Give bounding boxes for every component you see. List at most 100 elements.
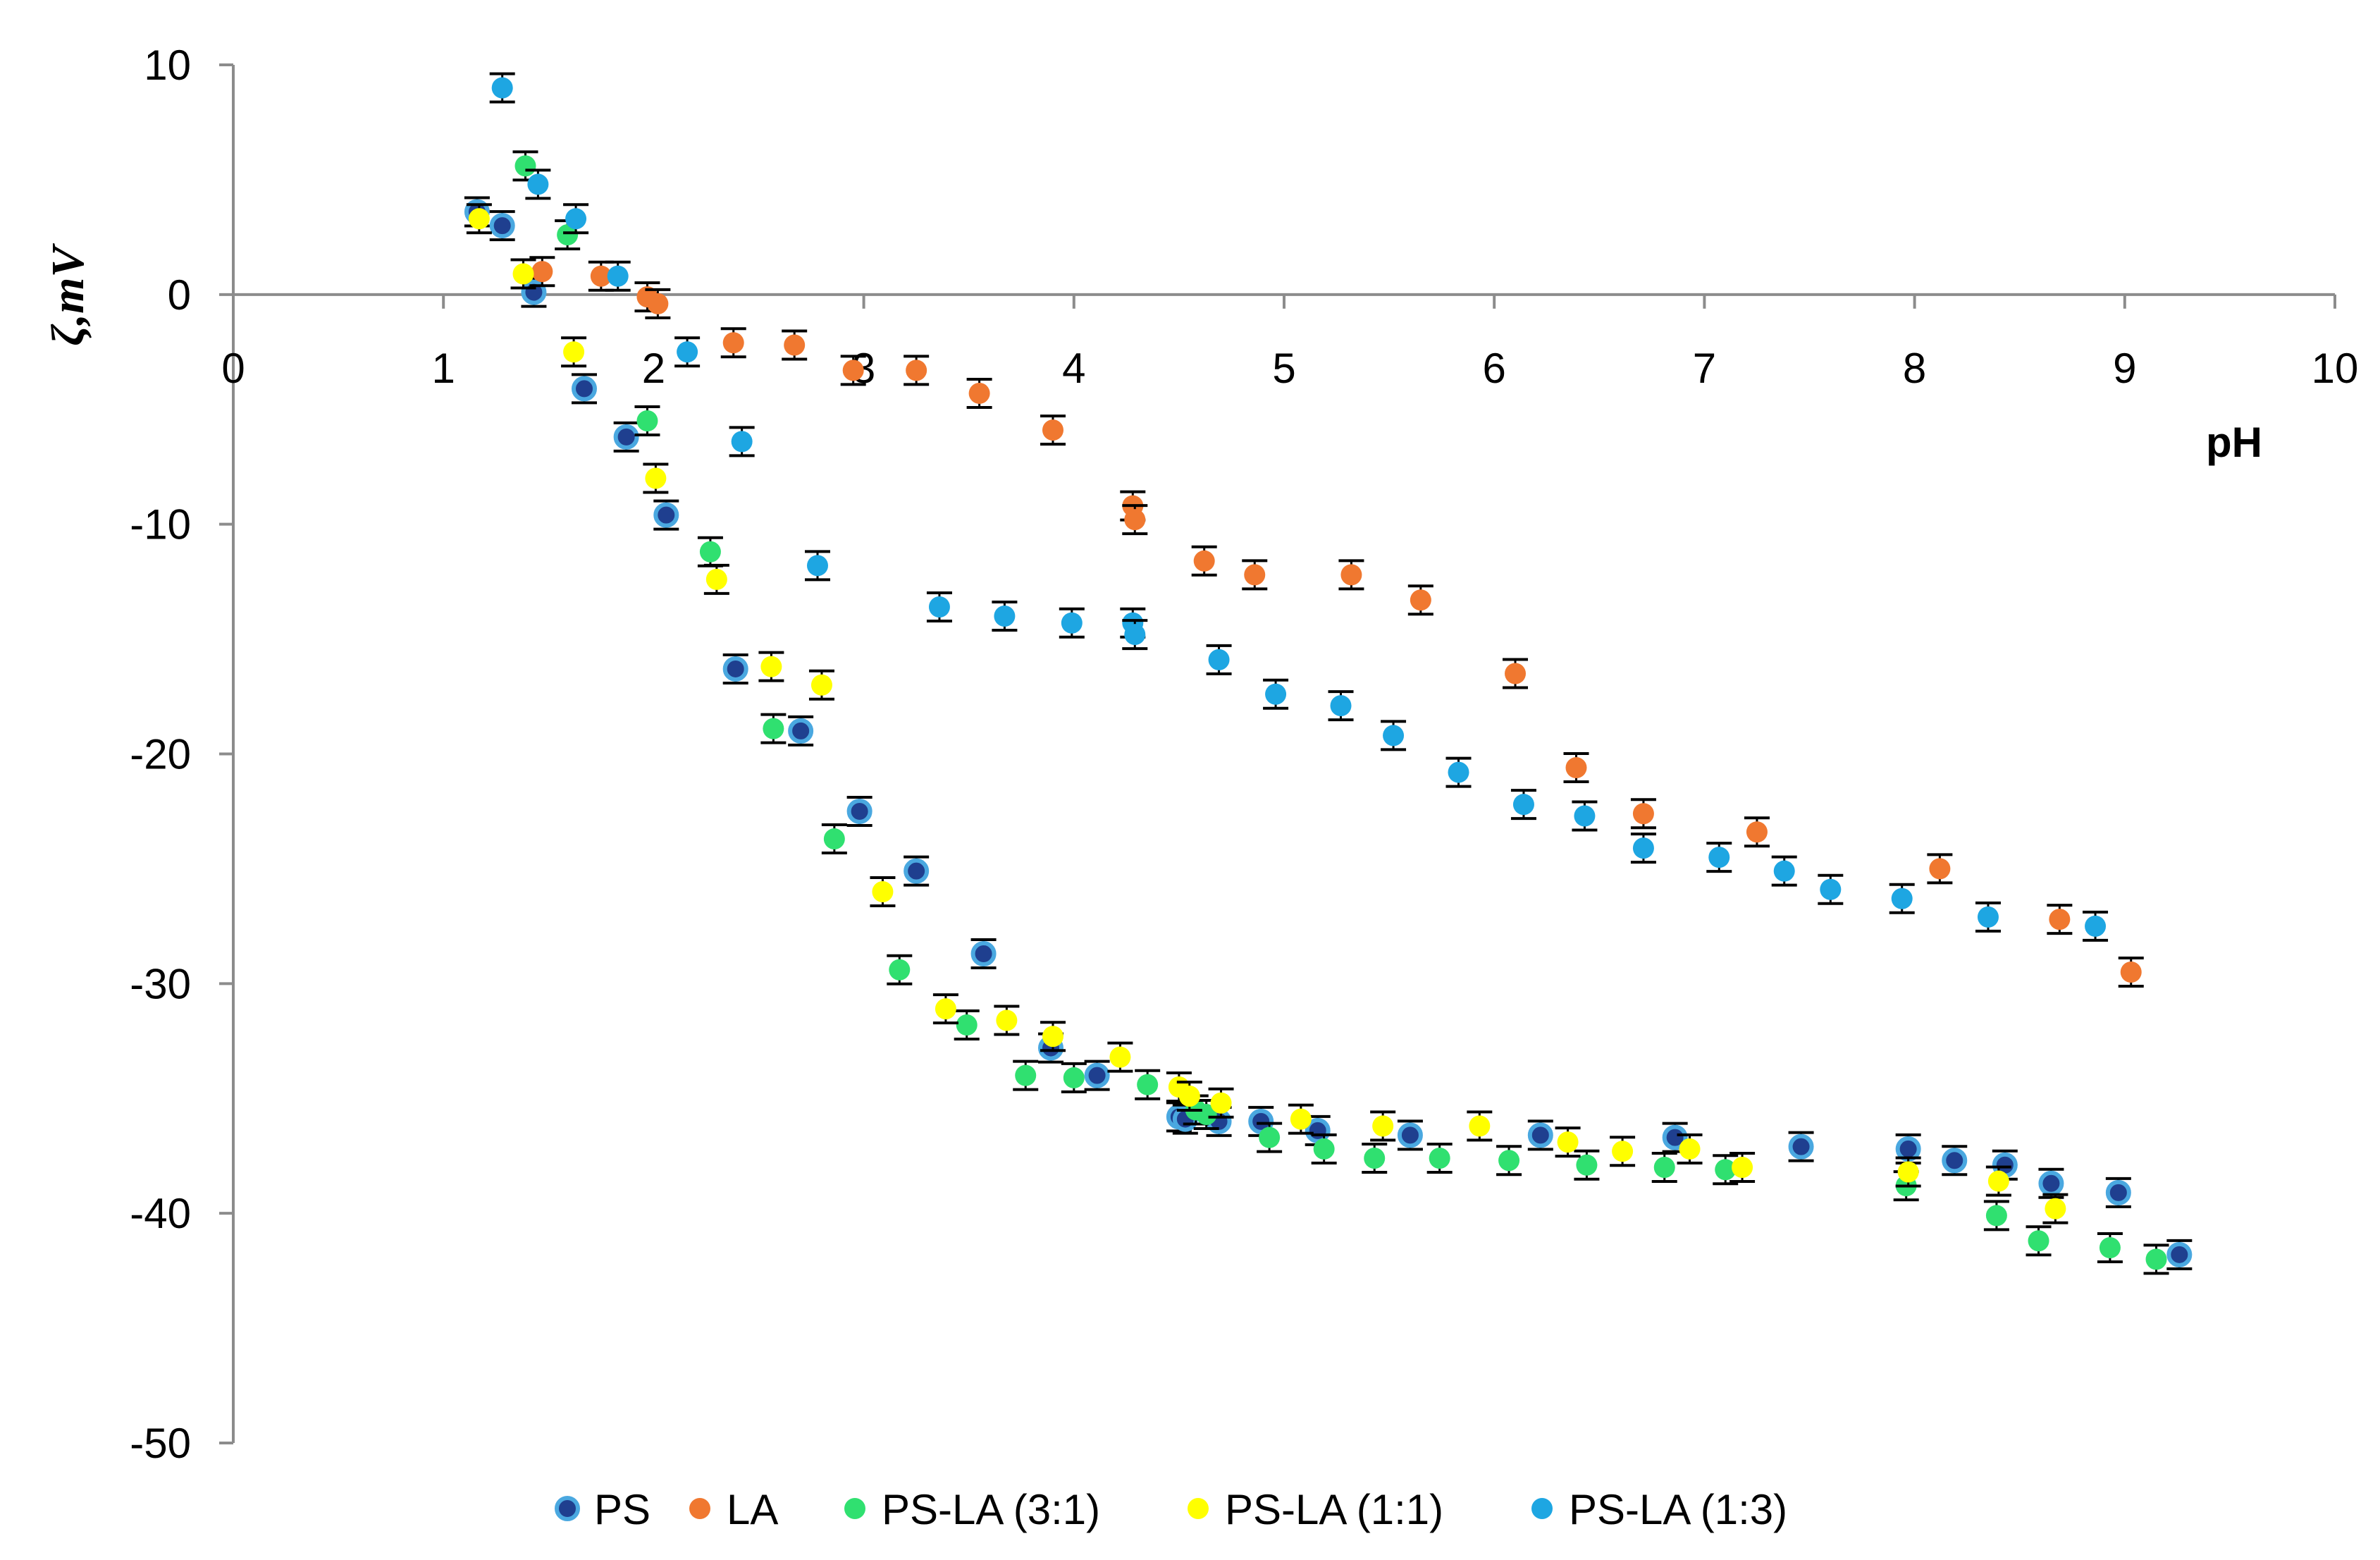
x-tick-label: 2 xyxy=(642,345,665,392)
data-point xyxy=(1715,1159,1737,1181)
data-point xyxy=(1895,1136,1921,1162)
data-point xyxy=(1383,725,1405,747)
legend-label: PS-LA (1:3) xyxy=(1569,1486,1787,1533)
x-tick-label: 8 xyxy=(1903,345,1926,392)
data-point xyxy=(784,334,806,356)
data-point xyxy=(653,502,679,528)
data-point xyxy=(607,265,629,287)
data-point xyxy=(1929,858,1951,880)
data-point xyxy=(1977,906,1999,928)
data-point xyxy=(1084,1062,1110,1088)
legend-marker xyxy=(844,1498,865,1519)
data-point xyxy=(935,998,956,1020)
data-point xyxy=(1653,1157,1675,1178)
data-point xyxy=(1820,878,1842,900)
data-point xyxy=(527,173,549,195)
data-point xyxy=(468,208,490,230)
data-point xyxy=(906,360,927,381)
data-point xyxy=(1632,803,1654,825)
data-point xyxy=(636,410,658,432)
data-point xyxy=(1364,1147,1386,1169)
data-point xyxy=(590,265,612,287)
data-point xyxy=(2028,1230,2049,1252)
data-point xyxy=(1042,419,1063,441)
legend-label: PS-LA (1:1) xyxy=(1225,1486,1443,1533)
data-point xyxy=(1498,1150,1520,1172)
data-point xyxy=(1372,1115,1394,1137)
tick-labels: 100-10-20-30-40-500 1 2 3 4 5 6 7 8 9 10 xyxy=(130,42,2358,1467)
data-point xyxy=(1897,1161,1919,1183)
data-point xyxy=(1448,761,1469,783)
data-point xyxy=(968,382,990,404)
data-point xyxy=(842,360,864,381)
data-point xyxy=(1891,888,1913,909)
data-point xyxy=(722,656,748,682)
data-point xyxy=(1063,1067,1085,1088)
data-point xyxy=(613,424,639,450)
legend-item: PS-LA (1:3) xyxy=(1531,1486,1787,1533)
data-point xyxy=(1208,649,1230,670)
data-point xyxy=(1109,1046,1131,1068)
y-tick-label: -30 xyxy=(130,960,191,1007)
data-point xyxy=(489,213,515,239)
data-point xyxy=(1124,624,1146,646)
data-point xyxy=(512,263,534,285)
y-tick-label: -20 xyxy=(130,731,191,778)
data-point xyxy=(1746,821,1768,843)
data-point xyxy=(760,656,782,677)
data-point xyxy=(823,828,845,850)
data-point xyxy=(1505,663,1527,684)
data-point xyxy=(1410,589,1431,611)
legend-marker xyxy=(1188,1498,1209,1519)
data-point xyxy=(1574,805,1596,827)
data-point xyxy=(2045,1198,2066,1220)
data-point xyxy=(699,541,721,563)
y-axis-title: ζ,mV xyxy=(42,243,94,346)
data-point xyxy=(557,224,579,246)
data-point xyxy=(2099,1237,2121,1259)
legend-item: PS-LA (1:1) xyxy=(1188,1486,1443,1533)
legend-label: LA xyxy=(727,1486,778,1533)
data-point xyxy=(1340,564,1362,586)
data-point xyxy=(1193,550,1215,572)
data-point xyxy=(1290,1108,1312,1130)
data-point xyxy=(970,940,997,966)
data-point xyxy=(705,568,727,590)
data-point xyxy=(2085,915,2107,937)
y-tick-label: 0 xyxy=(168,271,191,319)
data-point xyxy=(1708,847,1730,868)
data-point xyxy=(1576,1154,1598,1176)
x-tick-label: 0 xyxy=(221,345,245,392)
data-point xyxy=(1565,757,1587,779)
data-point xyxy=(846,798,873,824)
data-point xyxy=(1469,1115,1491,1137)
data-point xyxy=(1429,1147,1450,1169)
x-tick-label: 10 xyxy=(2312,345,2359,392)
data-point xyxy=(1061,612,1083,634)
data-point xyxy=(1732,1157,1753,1178)
data-point xyxy=(1178,1085,1200,1107)
data-point xyxy=(1788,1134,1814,1160)
data-point xyxy=(889,959,911,981)
legend-marker xyxy=(689,1498,710,1519)
data-point xyxy=(1042,1026,1063,1048)
series-ps xyxy=(464,196,2193,1270)
data-point xyxy=(1512,794,1534,816)
data-point xyxy=(1015,1064,1037,1086)
x-tick-label: 5 xyxy=(1272,345,1295,392)
data-point xyxy=(996,1009,1018,1031)
series-ps-la-1-3 xyxy=(489,72,2109,942)
legend-item: PS-LA (3:1) xyxy=(844,1486,1100,1533)
data-series xyxy=(464,72,2193,1275)
data-point xyxy=(677,341,698,363)
x-tick-label: 1 xyxy=(432,345,455,392)
data-point xyxy=(928,596,950,618)
data-point xyxy=(1330,695,1352,717)
y-tick-label: -40 xyxy=(130,1190,191,1237)
legend-marker xyxy=(1531,1498,1553,1519)
data-point xyxy=(571,376,597,402)
x-tick-label: 9 xyxy=(2113,345,2136,392)
data-point xyxy=(2049,909,2071,931)
